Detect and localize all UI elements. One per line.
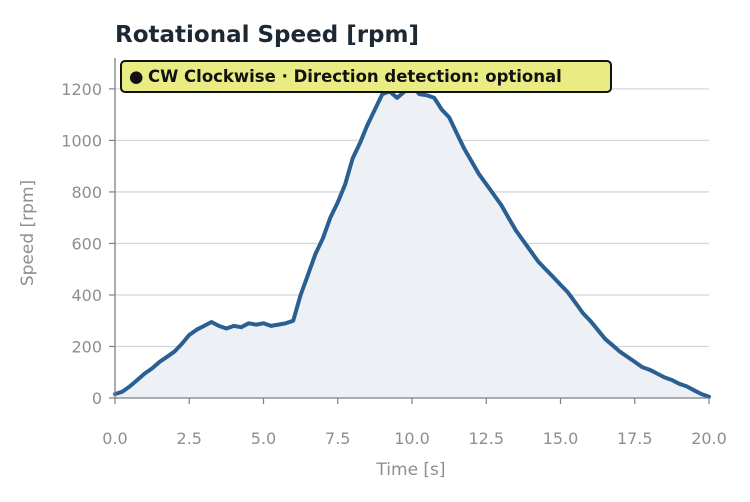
x-tick-label: 0.0 (102, 429, 127, 448)
y-tick-label: 1200 (61, 80, 102, 99)
y-tick-label: 1000 (61, 131, 102, 150)
x-tick-label: 20.0 (691, 429, 727, 448)
y-axis-label: Speed [rpm] (18, 180, 38, 286)
x-tick-label: 5.0 (251, 429, 276, 448)
x-tick-label: 2.5 (177, 429, 202, 448)
annotation-marker-icon: ● (129, 67, 143, 86)
x-tick-label: 12.5 (468, 429, 504, 448)
y-tick-label: 200 (71, 337, 102, 356)
y-tick-label: 0 (92, 389, 102, 408)
y-ticks: 0 200 400 600 800 1000 1200 (61, 80, 115, 408)
x-tick-label: 15.0 (543, 429, 579, 448)
y-tick-label: 400 (71, 286, 102, 305)
y-tick-label: 800 (71, 183, 102, 202)
x-tick-label: 7.5 (325, 429, 350, 448)
x-tick-label: 10.0 (394, 429, 430, 448)
annotation-text: CW Clockwise · Direction detection: opti… (148, 67, 562, 86)
chart-title: Rotational Speed [rpm] (115, 22, 419, 48)
x-ticks: 0.0 2.5 5.0 7.5 10.0 12.5 15.0 17.5 20.0 (102, 398, 727, 448)
y-tick-label: 600 (71, 234, 102, 253)
speed-area (115, 86, 709, 399)
x-tick-label: 17.5 (617, 429, 653, 448)
x-axis-label: Time [s] (375, 460, 445, 480)
annotation-background (120, 60, 612, 93)
annotation-badge: ● CW Clockwise · Direction detection: op… (120, 60, 612, 93)
